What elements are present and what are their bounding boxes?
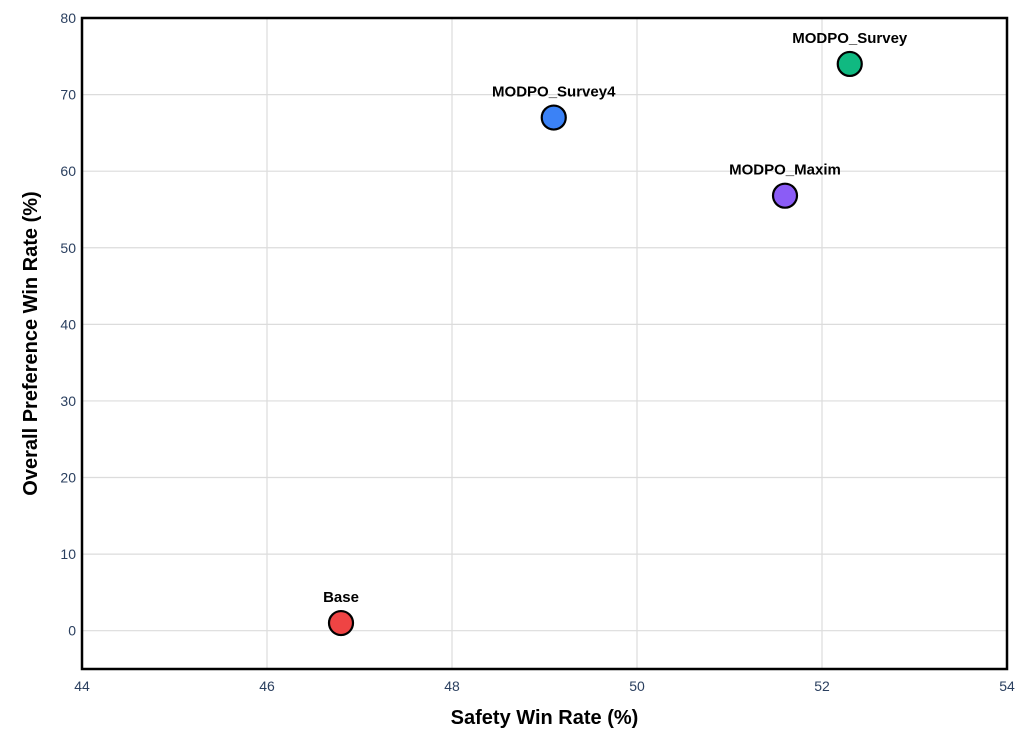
point-marker (771, 182, 799, 209)
data-points: Base MODPO_Survey4 MODPO_Maxim MODPO_Survey (323, 30, 908, 637)
y-tick-label: 80 (60, 10, 76, 26)
y-tick-label: 30 (60, 393, 76, 409)
y-tick-labels: 0 10 20 30 40 50 60 70 80 (60, 10, 76, 639)
y-tick-label: 40 (60, 316, 76, 332)
y-tick-label: 0 (68, 623, 76, 639)
point-label: MODPO_Survey (792, 30, 908, 47)
x-tick-label: 46 (259, 678, 275, 694)
y-axis-title: Overall Preference Win Rate (%) (20, 191, 42, 495)
data-point-modpo-survey: MODPO_Survey (792, 30, 908, 78)
point-label: MODPO_Survey4 (492, 84, 616, 101)
data-point-base: Base (323, 589, 359, 637)
grid (82, 18, 1007, 669)
x-axis-title: Safety Win Rate (%) (451, 707, 639, 729)
point-marker (327, 609, 355, 637)
y-tick-label: 10 (60, 546, 76, 562)
x-tick-label: 52 (814, 678, 830, 694)
data-point-modpo-maxim: MODPO_Maxim (729, 162, 841, 209)
x-tick-label: 54 (999, 678, 1015, 694)
y-tick-label: 70 (60, 87, 76, 103)
x-tick-label: 50 (629, 678, 645, 694)
point-label: MODPO_Maxim (729, 162, 841, 179)
x-tick-labels: 44 46 48 50 52 54 (74, 678, 1015, 694)
point-marker (836, 50, 863, 78)
data-point-modpo-survey4: MODPO_Survey4 (492, 84, 616, 131)
point-label: Base (323, 589, 359, 606)
y-tick-label: 60 (60, 163, 76, 179)
x-tick-label: 44 (74, 678, 90, 694)
point-marker (540, 104, 567, 131)
x-tick-label: 48 (444, 678, 460, 694)
y-tick-label: 20 (60, 470, 76, 486)
y-tick-label: 50 (60, 240, 76, 256)
plot-frame (80, 16, 1009, 671)
